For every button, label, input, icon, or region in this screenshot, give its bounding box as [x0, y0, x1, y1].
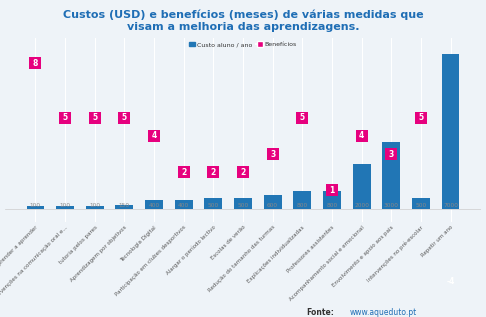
Bar [264, 195, 281, 209]
Text: 2: 2 [241, 168, 245, 177]
Bar [353, 164, 370, 209]
Text: 100: 100 [30, 203, 41, 208]
Text: 600: 600 [267, 203, 278, 208]
Text: 500: 500 [416, 203, 427, 208]
Text: 1: 1 [330, 186, 334, 195]
Text: 400: 400 [178, 203, 190, 208]
Title: Custos (USD) e benefícios (meses) de várias medidas que
visam a melhoria das apr: Custos (USD) e benefícios (meses) de vár… [63, 10, 423, 32]
Bar [86, 206, 104, 209]
Text: 100: 100 [59, 203, 70, 208]
Bar [382, 142, 400, 209]
Text: 5: 5 [300, 113, 305, 122]
Bar [205, 197, 222, 209]
Text: 800: 800 [326, 203, 338, 208]
Text: Fonte:: Fonte: [306, 308, 334, 317]
Bar [323, 191, 341, 209]
Text: 3: 3 [389, 150, 394, 158]
Text: 500: 500 [208, 203, 219, 208]
Text: 500: 500 [237, 203, 249, 208]
Text: 150: 150 [119, 203, 130, 208]
Text: 2: 2 [181, 168, 186, 177]
Bar [294, 191, 311, 209]
Bar [175, 200, 192, 209]
Text: 5: 5 [122, 113, 127, 122]
Legend: Custo aluno / ano, Benefícios: Custo aluno / ano, Benefícios [187, 39, 299, 50]
Text: 100: 100 [89, 203, 100, 208]
Text: 4: 4 [152, 132, 156, 140]
Text: 3: 3 [270, 150, 275, 158]
Text: www.aqueduto.pt: www.aqueduto.pt [350, 308, 417, 317]
Text: 5: 5 [63, 113, 68, 122]
Text: 400: 400 [148, 203, 160, 208]
Bar [116, 205, 133, 209]
Bar [234, 197, 252, 209]
Text: 800: 800 [296, 203, 308, 208]
Text: 5: 5 [418, 113, 423, 122]
Text: 2000: 2000 [354, 203, 369, 208]
Bar [56, 206, 74, 209]
Text: 4: 4 [359, 132, 364, 140]
Text: 3000: 3000 [384, 203, 399, 208]
Text: -4: -4 [447, 277, 455, 286]
Bar [412, 197, 430, 209]
Text: 5: 5 [92, 113, 97, 122]
Bar [145, 200, 163, 209]
Text: 2: 2 [211, 168, 216, 177]
Bar [442, 54, 459, 209]
Text: 8: 8 [33, 59, 38, 68]
Bar [27, 206, 44, 209]
Text: 7000: 7000 [443, 203, 458, 208]
